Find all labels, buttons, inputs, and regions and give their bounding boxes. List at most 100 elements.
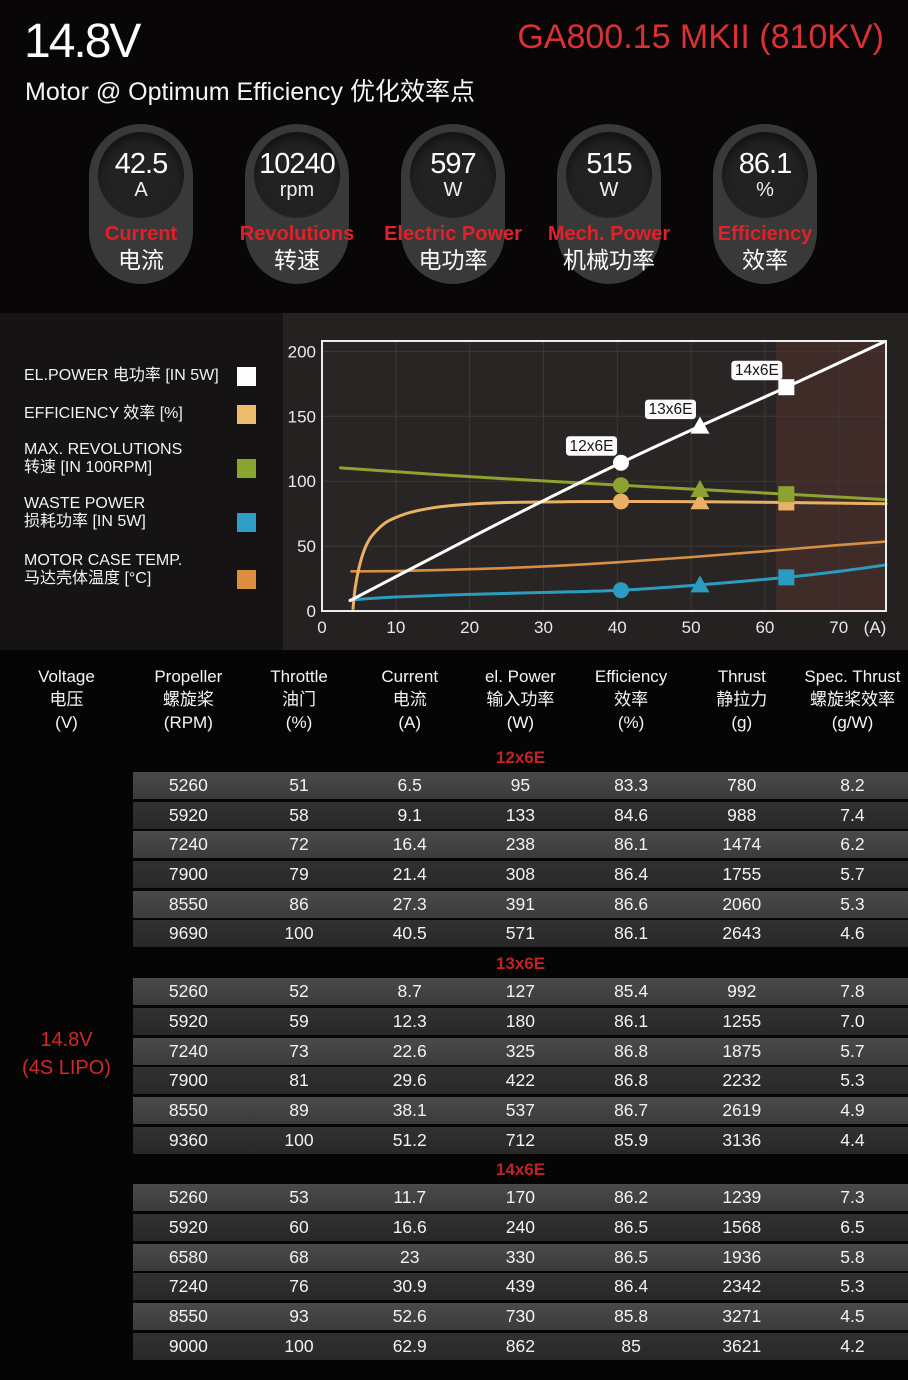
table-cell: 84.6: [614, 804, 649, 825]
table-cell: 16.6: [392, 1216, 427, 1237]
table-cell: 52: [289, 981, 309, 1002]
stat-badge-unit: W: [443, 178, 463, 201]
table-cell: 5.3: [840, 1070, 865, 1091]
table-cell: 4.9: [840, 1099, 865, 1120]
table-cell: 86.5: [614, 1246, 649, 1267]
table-cell: 3271: [722, 1306, 762, 1326]
table-cell: 86.8: [614, 1040, 649, 1061]
stat-badge: 86.1 % Efficiency 效率: [713, 124, 817, 284]
table-column-header-line: (g): [731, 713, 753, 732]
series-marker-circle: [612, 493, 629, 510]
table-cell: 83.3: [614, 775, 649, 795]
table-cell: 100: [284, 1335, 314, 1356]
table-cell: 4.6: [840, 923, 865, 944]
table-column-header-line: 电流: [392, 690, 427, 709]
table-cell: 23: [399, 1246, 420, 1267]
table-cell: 59: [289, 1010, 309, 1031]
y-axis-tick-label: 200: [288, 342, 316, 361]
table-cell: 85.4: [614, 981, 649, 1002]
y-axis-tick-label: 50: [297, 537, 316, 556]
table-cell: 2060: [722, 893, 762, 914]
legend-label: 转速 [IN 100RPM]: [24, 459, 153, 476]
table-cell: 72: [289, 834, 309, 855]
series-marker-circle: [612, 454, 629, 471]
table-cell: 5.3: [840, 893, 865, 914]
table-cell: 76: [289, 1276, 309, 1297]
table-cell: 8.7: [397, 981, 422, 1002]
table-cell: 170: [505, 1187, 535, 1208]
table-cell: 5.7: [840, 864, 865, 885]
table-column-header: Propeller 螺旋桨 (RPM): [133, 665, 244, 744]
table-cell: 85.8: [614, 1306, 649, 1326]
table-cell: 86.4: [614, 1276, 649, 1297]
table-cell: 86.1: [614, 834, 649, 855]
table-cell: 100: [284, 923, 314, 944]
table-cell: 1568: [722, 1216, 762, 1237]
table-cell: 862: [505, 1335, 535, 1356]
table-cell: 391: [505, 893, 535, 914]
table-cell: 3621: [722, 1335, 762, 1356]
table-cell: 16.4: [392, 834, 427, 855]
table-column-header-line: 油门: [282, 690, 317, 709]
table-header-row: Voltage 电压 (V) Propeller 螺旋桨 (RPM) Throttle 油门 (…: [0, 650, 908, 744]
x-axis-tick-label: 70: [829, 618, 848, 637]
x-axis-tick-label: 20: [460, 618, 479, 637]
table-cell: 100: [284, 1129, 314, 1150]
stat-badge-label-zh: 效率: [742, 247, 788, 273]
marker-label-text: 14x6E: [735, 362, 779, 379]
table-cell: 95: [510, 775, 531, 795]
table-cell: 7.3: [840, 1187, 865, 1208]
stat-badge-value: 42.5: [114, 147, 168, 180]
table-row: 5920 59 12.3 180 86.1 1255 7.0: [133, 1007, 908, 1035]
legend-label: 马达壳体温度 [°C]: [24, 570, 152, 587]
table-column-header-line: (A): [398, 713, 422, 732]
table-cell: 1875: [722, 1040, 762, 1061]
legend-label: MAX. REVOLUTIONS: [24, 441, 183, 458]
table-body: 12x6E 5260 51 6.5 95 83.3 780 8.2 5920 58 9.1 133 84…: [0, 744, 908, 1360]
table-cell: 53: [289, 1187, 309, 1208]
table-column-header-line: (%): [617, 713, 645, 732]
table-row: 7900 81 29.6 422 86.8 2232 5.3: [133, 1067, 908, 1095]
table-row: 5920 58 9.1 133 84.6 988 7.4: [133, 801, 908, 829]
x-axis-tick-label: 10: [386, 618, 405, 637]
chart-legend: EL.POWER 电功率 [IN 5W] EFFICIENCY 效率 [%] MAX…: [0, 313, 283, 650]
table-cell: 988: [727, 804, 757, 825]
chart-section: EL.POWER 电功率 [IN 5W] EFFICIENCY 效率 [%] MAX…: [0, 313, 908, 650]
table-cell: 730: [505, 1306, 535, 1326]
stat-badge-circle: 10240 rpm: [254, 132, 340, 218]
table-cell: 52.6: [392, 1306, 427, 1326]
table-column-header-line: 螺旋桨效率: [809, 690, 895, 709]
table-cell: 11.7: [393, 1187, 427, 1208]
propeller-section-header: 13x6E: [495, 954, 546, 974]
table-cell: 571: [505, 923, 535, 944]
legend-swatch: [237, 513, 256, 532]
table-cell: 439: [505, 1276, 535, 1297]
table-cell: 4.4: [840, 1129, 865, 1150]
marker-label-box: [644, 399, 696, 420]
table-cell: 2643: [722, 923, 762, 944]
legend-label: EFFICIENCY 效率 [%]: [24, 405, 183, 422]
series-marker-circle: [612, 477, 629, 494]
table-cell: 93: [289, 1306, 309, 1326]
top-section: 14.8V Motor @ Optimum Efficiency 优化效率点 G…: [0, 0, 908, 313]
stat-badge-value: 597: [430, 147, 476, 180]
table-cell: 30.9: [392, 1276, 427, 1297]
table-cell: 7240: [168, 1040, 208, 1061]
legend-swatch: [237, 405, 256, 424]
table-cell: 73: [289, 1040, 309, 1061]
table-row: 9690 100 40.5 571 86.1 2643 4.6: [133, 920, 908, 948]
series-marker-triangle: [690, 575, 710, 593]
table-row: 7240 73 22.6 325 86.8 1875 5.7: [133, 1037, 908, 1065]
table-cell: 9.1: [397, 804, 422, 825]
table-column-header-line: 静拉力: [716, 690, 768, 709]
stat-badge-label-en: Current: [104, 223, 178, 245]
series-marker-triangle: [690, 480, 710, 497]
table-cell: 3136: [722, 1129, 762, 1150]
table-row: 8550 93 52.6 730 85.8 3271 4.5: [133, 1303, 908, 1330]
table-cell: 79: [289, 864, 309, 885]
table-row: 5260 51 6.5 95 83.3 780 8.2: [133, 772, 908, 799]
table-cell: 85: [621, 1335, 641, 1356]
table-cell: 325: [505, 1040, 535, 1061]
table-cell: 51.2: [392, 1129, 427, 1150]
stat-badge-label-en: Mech. Power: [547, 223, 671, 245]
